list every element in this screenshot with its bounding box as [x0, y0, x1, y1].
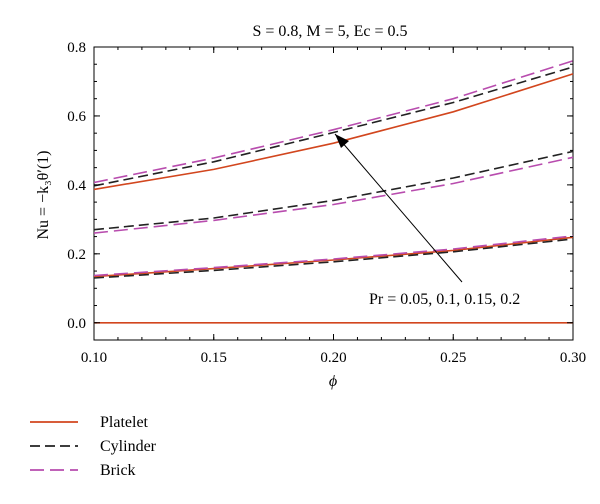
cylinder-line-2 [93, 150, 574, 231]
y-tick-label: 0.4 [67, 178, 86, 194]
legend-label-cylinder: Cylinder [100, 438, 157, 455]
x-tick-label: 0.20 [320, 350, 346, 366]
x-axis-label: ϕ [329, 373, 337, 390]
y-tick-label: 0.0 [67, 316, 86, 332]
brick-line-2 [93, 156, 574, 234]
series-layer [93, 60, 574, 324]
platelet-line-1 [93, 73, 574, 191]
x-tick-label: 0.15 [201, 350, 227, 366]
legend-label-platelet: Platelet [100, 414, 149, 431]
y-tick-label: 0.8 [67, 40, 86, 56]
chart-title: S = 0.8, M = 5, Ec = 0.5 [252, 23, 407, 40]
x-tick-label: 0.30 [560, 350, 586, 366]
annotation-arrow [334, 133, 463, 283]
annotation-label: Pr = 0.05, 0.1, 0.15, 0.2 [369, 291, 520, 308]
platelet-line-2 [93, 236, 574, 278]
x-tick-label: 0.10 [81, 350, 107, 366]
cylinder-line-1 [93, 66, 574, 187]
brick-line-3 [93, 235, 574, 277]
legend: Platelet Cylinder Brick [30, 414, 157, 479]
y-tick-label: 0.6 [67, 109, 86, 125]
legend-label-brick: Brick [100, 462, 136, 479]
annotation: Pr = 0.05, 0.1, 0.15, 0.2 [334, 133, 520, 308]
cylinder-line-3 [93, 238, 574, 279]
x-tick-label: 0.25 [440, 350, 466, 366]
brick-line-1 [93, 60, 574, 184]
x-axis: 0.10 0.15 0.20 0.25 0.30 [81, 47, 586, 366]
annotation-arrowhead [335, 134, 349, 148]
y-tick-label: 0.2 [67, 247, 86, 263]
y-axis: 0.0 0.2 0.4 0.6 0.8 [67, 40, 573, 332]
y-axis-label: Nu = −k₃θ′(1) [35, 151, 52, 240]
